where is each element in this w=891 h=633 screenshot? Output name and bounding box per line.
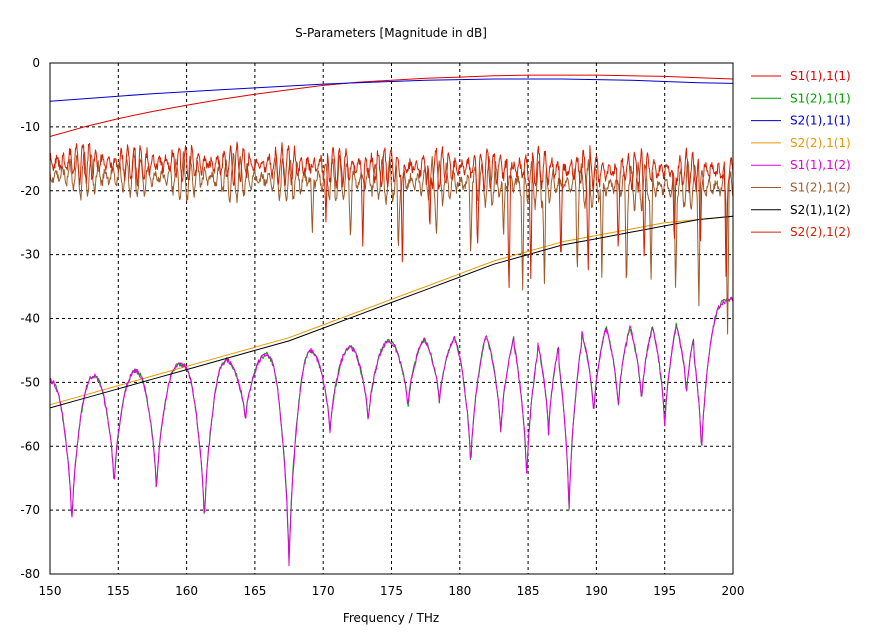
- y-tick-label: -30: [20, 248, 40, 262]
- x-tick-label: 200: [722, 584, 745, 598]
- x-tick-label: 195: [653, 584, 676, 598]
- legend-label: S2(2),1(2): [790, 225, 851, 239]
- chart-title: S-Parameters [Magnitude in dB]: [295, 26, 487, 40]
- y-tick-label: -50: [20, 375, 40, 389]
- x-tick-label: 180: [448, 584, 471, 598]
- x-tick-label: 185: [517, 584, 540, 598]
- legend: S1(1),1(1) S1(2),1(1) S2(1),1(1) S2(2),1(1)…: [751, 69, 851, 239]
- grid-lines: [50, 63, 733, 574]
- legend-label: S2(1),1(2): [790, 203, 851, 217]
- y-tick-labels: 0 -10 -20 -30 -40 -50 -60 -70 -80: [20, 56, 40, 581]
- x-tick-label: 150: [39, 584, 62, 598]
- x-tick-label: 160: [175, 584, 198, 598]
- y-tick-label: 0: [32, 56, 40, 70]
- y-tick-label: -80: [20, 567, 40, 581]
- x-tick-labels: 150 155 160 165 170 175 180 185 190 195 200: [39, 584, 745, 598]
- x-tick-label: 155: [107, 584, 130, 598]
- legend-label: S2(1),1(1): [790, 114, 851, 128]
- y-tick-label: -10: [20, 120, 40, 134]
- y-tick-label: -40: [20, 312, 40, 326]
- x-tick-label: 170: [312, 584, 335, 598]
- legend-label: S1(1),1(2): [790, 158, 851, 172]
- legend-label: S2(2),1(1): [790, 136, 851, 150]
- y-tick-label: -70: [20, 503, 40, 517]
- x-tick-label: 175: [380, 584, 403, 598]
- x-axis-label: Frequency / THz: [343, 611, 439, 625]
- y-tick-label: -60: [20, 439, 40, 453]
- legend-label: S1(2),1(2): [790, 181, 851, 195]
- x-tick-label: 165: [243, 584, 266, 598]
- legend-label: S1(1),1(1): [790, 69, 851, 83]
- y-tick-label: -20: [20, 184, 40, 198]
- legend-label: S1(2),1(1): [790, 91, 851, 105]
- x-tick-label: 190: [585, 584, 608, 598]
